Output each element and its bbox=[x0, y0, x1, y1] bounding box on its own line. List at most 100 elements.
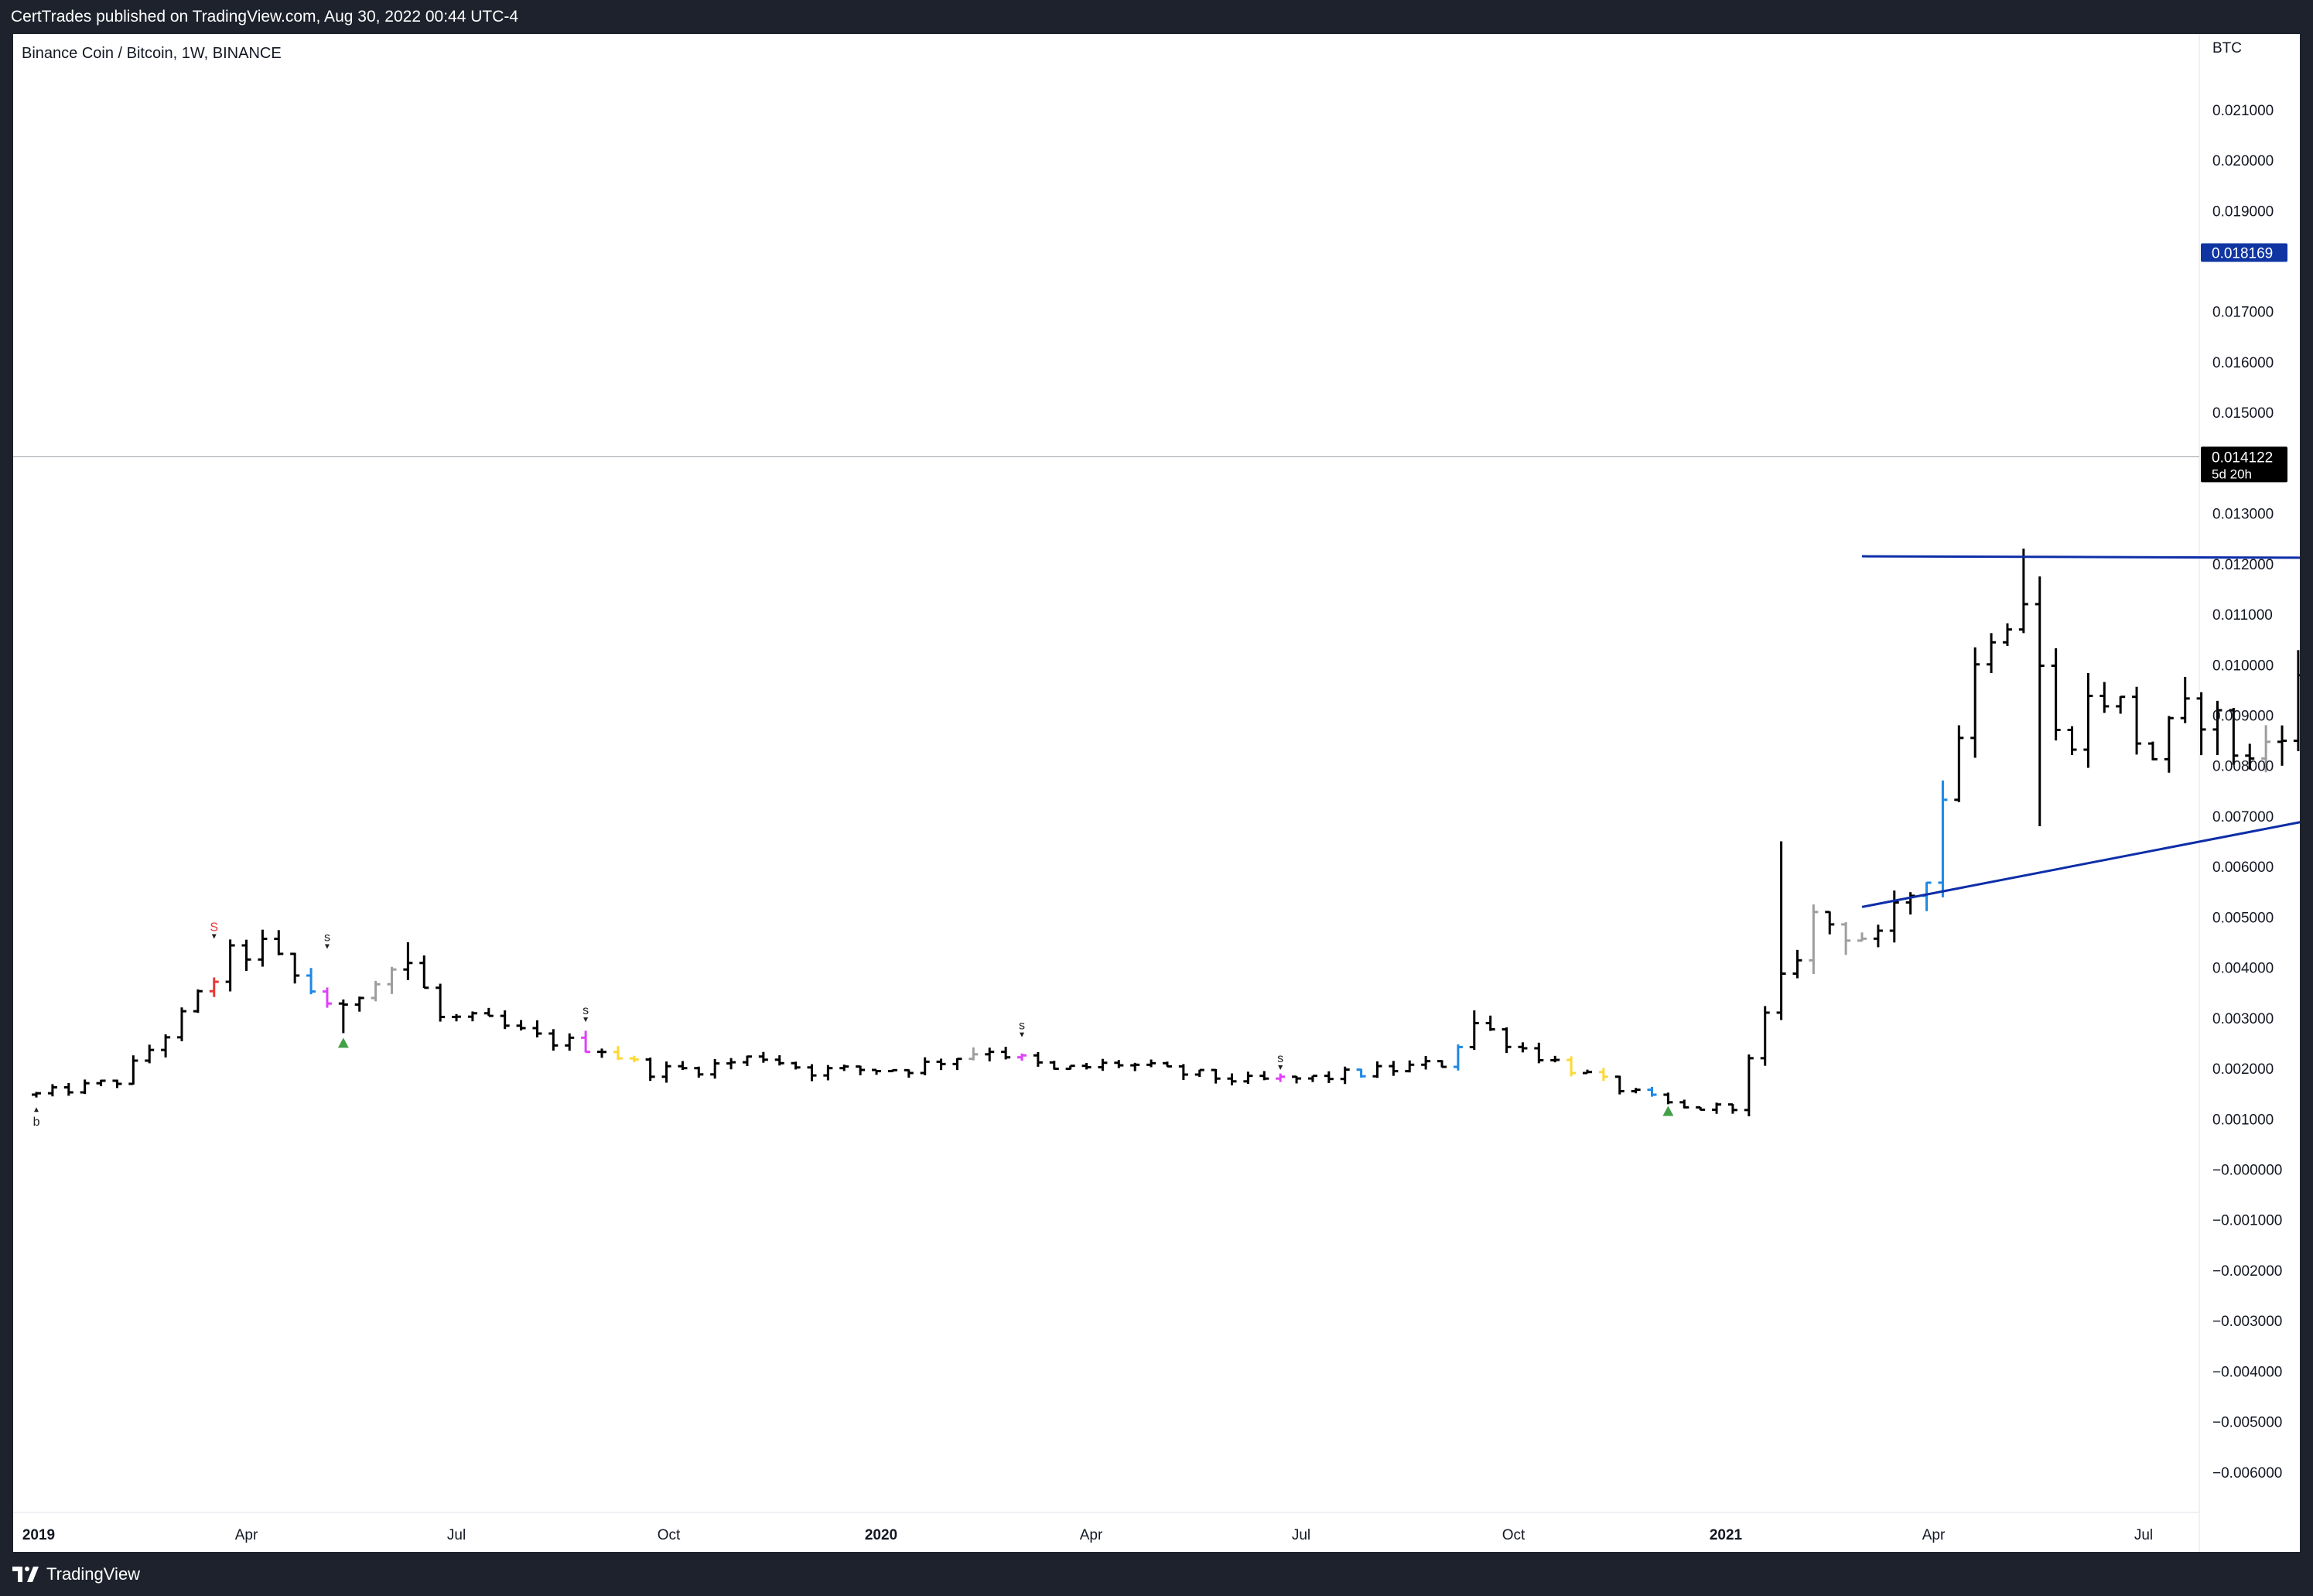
ohlc-chart[interactable]: bSssssbs 0.0210000.0200000.0190000.01700… bbox=[13, 34, 2300, 1552]
bar-countdown-label: 5d 20h bbox=[2212, 466, 2252, 481]
ohlc-bar bbox=[225, 939, 235, 992]
ohlc-bar bbox=[452, 1013, 462, 1022]
chart-pane[interactable]: bSssssbs 0.0210000.0200000.0190000.01700… bbox=[13, 34, 2300, 1552]
y-tick-label: −0.001000 bbox=[2212, 1213, 2282, 1229]
y-tick-label: −0.006000 bbox=[2212, 1465, 2282, 1482]
y-tick-label: 0.012000 bbox=[2212, 557, 2274, 573]
ohlc-bar bbox=[1614, 1075, 1625, 1095]
ohlc-bar bbox=[758, 1051, 768, 1063]
ohlc-bar bbox=[1227, 1073, 1237, 1085]
ohlc-bar bbox=[1485, 1015, 1495, 1031]
footer-bar: TradingView bbox=[0, 1552, 2313, 1596]
ohlc-bar bbox=[1744, 1054, 1754, 1116]
y-tick-label: 0.001000 bbox=[2212, 1112, 2274, 1128]
y-tick-label: 0.016000 bbox=[2212, 355, 2274, 371]
ohlc-bar bbox=[2277, 725, 2287, 766]
ohlc-bar bbox=[1518, 1042, 1528, 1053]
ohlc-bar bbox=[1841, 922, 1851, 955]
ohlc-bar bbox=[1001, 1047, 1011, 1060]
ohlc-bar bbox=[1954, 725, 1964, 802]
ohlc-bar bbox=[1873, 924, 1883, 948]
signal-triangle bbox=[337, 1037, 349, 1048]
support-trendline[interactable] bbox=[1861, 620, 2300, 908]
ohlc-bar bbox=[1243, 1071, 1253, 1084]
ohlc-bar bbox=[823, 1065, 833, 1081]
ohlc-bar bbox=[2261, 725, 2271, 773]
ohlc-bar bbox=[548, 1029, 559, 1051]
ohlc-bar bbox=[1647, 1086, 1657, 1097]
x-tick-label: Oct bbox=[658, 1527, 681, 1543]
ohlc-bar bbox=[516, 1020, 526, 1030]
ohlc-bar bbox=[1146, 1059, 1156, 1068]
currency-label: BTC bbox=[2212, 40, 2242, 56]
ohlc-bar bbox=[726, 1058, 736, 1070]
ohlc-bar bbox=[1033, 1051, 1043, 1067]
y-tick-label: 0.004000 bbox=[2212, 961, 2274, 977]
ohlc-bar bbox=[1389, 1061, 1399, 1076]
ohlc-bar bbox=[161, 1034, 171, 1058]
ohlc-bar bbox=[128, 1055, 138, 1085]
ohlc-bar bbox=[904, 1068, 914, 1078]
ohlc-bar bbox=[645, 1058, 655, 1082]
ohlc-bar bbox=[1340, 1066, 1350, 1085]
ohlc-bar bbox=[1276, 1073, 1286, 1082]
y-tick-label: 0.008000 bbox=[2212, 759, 2274, 775]
ohlc-bar bbox=[2164, 716, 2174, 773]
y-tick-label: −0.004000 bbox=[2212, 1364, 2282, 1380]
ohlc-bar bbox=[193, 989, 203, 1013]
x-tick-label: Jul bbox=[1292, 1527, 1310, 1543]
ohlc-bar bbox=[1259, 1071, 1269, 1081]
y-tick-label: 0.019000 bbox=[2212, 203, 2274, 220]
ohlc-bar bbox=[2051, 648, 2061, 741]
sell-marker bbox=[211, 934, 217, 939]
ohlc-bar bbox=[2212, 700, 2222, 756]
ohlc-bar bbox=[1469, 1010, 1479, 1051]
tradingview-logo[interactable]: TradingView bbox=[12, 1564, 140, 1584]
ohlc-bar bbox=[209, 977, 219, 997]
x-tick-label: Oct bbox=[1502, 1527, 1525, 1543]
sell-label: s bbox=[1019, 1020, 1025, 1033]
sell-marker bbox=[324, 944, 330, 949]
ohlc-bar bbox=[1065, 1065, 1075, 1071]
y-tick-label: 0.002000 bbox=[2212, 1061, 2274, 1078]
ohlc-bar bbox=[96, 1079, 106, 1087]
ohlc-bar bbox=[774, 1055, 784, 1066]
target-level-badge bbox=[2201, 243, 2287, 262]
ohlc-bar bbox=[1130, 1062, 1140, 1071]
signal-triangle bbox=[1662, 1106, 1674, 1116]
ohlc-bar bbox=[436, 983, 446, 1022]
y-tick-label: 0.011000 bbox=[2212, 607, 2273, 624]
y-tick-label: 0.007000 bbox=[2212, 809, 2274, 825]
ohlc-bar bbox=[1760, 1006, 1770, 1066]
ohlc-bar bbox=[920, 1057, 930, 1075]
ohlc-bar bbox=[1178, 1064, 1188, 1080]
ohlc-bar bbox=[1437, 1060, 1447, 1068]
ohlc-bar bbox=[1696, 1106, 1706, 1111]
resistance-trendline[interactable] bbox=[1862, 555, 2300, 562]
ohlc-bar bbox=[694, 1066, 704, 1078]
ohlc-bar bbox=[2132, 686, 2142, 755]
ohlc-bar bbox=[2099, 682, 2110, 713]
ohlc-bar bbox=[2245, 743, 2255, 770]
ohlc-bar bbox=[2229, 708, 2239, 765]
ohlc-bar bbox=[1679, 1099, 1689, 1109]
time-axis[interactable]: 2019 Apr Jul Oct 2020 Apr Jul Oct 2021 Apr Jul bbox=[22, 1527, 2153, 1543]
ohlc-bar bbox=[290, 952, 300, 984]
ohlc-bar bbox=[322, 987, 332, 1008]
price-axis[interactable]: 0.021000 0.020000 0.019000 0.017000 0.016000… bbox=[2201, 103, 2287, 1482]
y-tick-label: 0.003000 bbox=[2212, 1011, 2274, 1027]
ohlc-bar bbox=[1324, 1071, 1334, 1083]
ohlc-bar bbox=[145, 1044, 155, 1064]
y-tick-label: 0.010000 bbox=[2212, 658, 2274, 674]
ohlc-bar bbox=[1453, 1044, 1463, 1071]
ohlc-bar bbox=[1809, 904, 1819, 975]
ohlc-bar bbox=[1792, 949, 1802, 979]
ohlc-bar bbox=[532, 1020, 542, 1037]
plot-background bbox=[13, 34, 2199, 1512]
ohlc-bar bbox=[1534, 1042, 1544, 1064]
ohlc-bar bbox=[936, 1058, 946, 1071]
ohlc-bar bbox=[2116, 695, 2126, 714]
ohlc-bar bbox=[47, 1084, 57, 1097]
ohlc-bar bbox=[2002, 623, 2012, 646]
x-tick-label: Apr bbox=[1080, 1527, 1103, 1543]
